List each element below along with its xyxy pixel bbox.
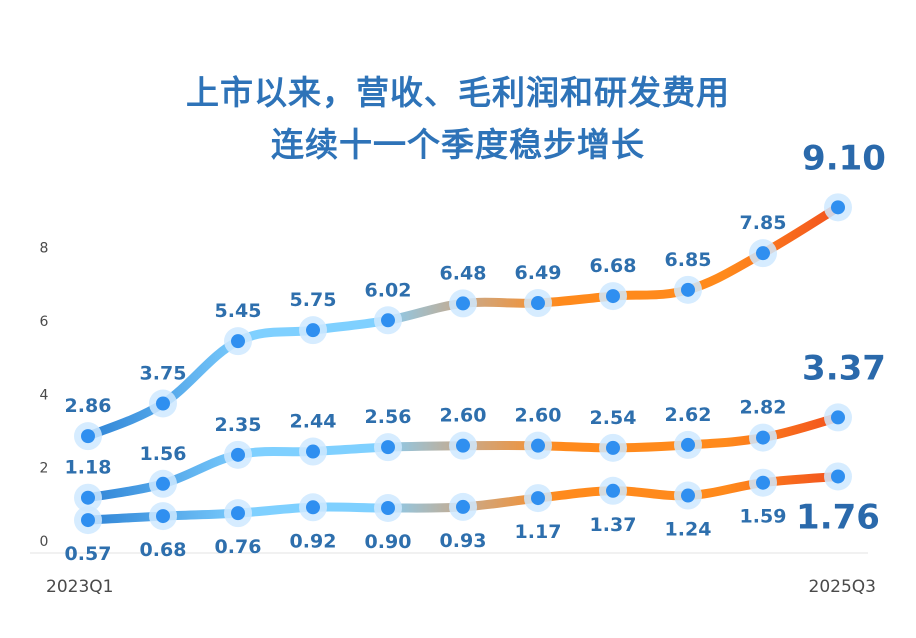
data-label: 0.76 bbox=[215, 536, 262, 558]
data-label: 0.93 bbox=[440, 530, 487, 552]
data-label: 1.56 bbox=[140, 443, 187, 465]
data-label: 5.45 bbox=[215, 300, 262, 322]
data-point bbox=[456, 296, 470, 311]
data-point bbox=[306, 323, 320, 338]
data-label: 0.68 bbox=[140, 539, 187, 561]
data-point bbox=[306, 500, 320, 515]
data-point bbox=[231, 506, 245, 521]
data-label: 2.62 bbox=[665, 404, 712, 426]
data-label: 6.48 bbox=[440, 262, 487, 284]
data-label: 6.68 bbox=[590, 255, 637, 277]
data-point bbox=[531, 491, 545, 506]
x-tick-label: 2023Q1 bbox=[46, 577, 113, 597]
series-data-labels: 2.86 3.75 5.45 5.75 6.02 6.48 6.49 6.68 6.85 7.85… bbox=[65, 138, 886, 565]
series-1-line bbox=[83, 202, 843, 441]
data-point bbox=[456, 499, 470, 514]
data-label: 9.10 bbox=[802, 138, 886, 178]
data-label: 2.35 bbox=[215, 414, 262, 436]
chart-title-line-2: 连续十一个季度稳步增长 bbox=[271, 125, 645, 164]
data-label: 1.18 bbox=[65, 457, 112, 479]
data-point bbox=[81, 429, 95, 444]
data-point bbox=[381, 440, 395, 455]
x-axis-ticks: 2023Q1 2025Q3 bbox=[46, 577, 876, 597]
series-points bbox=[74, 193, 852, 535]
data-point bbox=[831, 410, 845, 425]
data-label: 1.17 bbox=[515, 521, 562, 543]
data-point bbox=[756, 430, 770, 445]
data-label: 1.24 bbox=[665, 519, 712, 541]
y-tick-label: 0 bbox=[40, 534, 49, 550]
y-axis-ticks: 0 2 4 6 8 bbox=[40, 241, 49, 550]
data-label: 2.86 bbox=[65, 395, 112, 417]
data-point bbox=[606, 289, 620, 304]
data-label: 2.54 bbox=[590, 407, 637, 429]
data-point bbox=[681, 437, 695, 452]
data-point bbox=[681, 488, 695, 503]
y-tick-label: 8 bbox=[40, 241, 49, 257]
data-label: 0.92 bbox=[290, 530, 337, 552]
data-label: 1.76 bbox=[796, 497, 880, 537]
y-tick-label: 4 bbox=[40, 387, 49, 403]
chart-title-line-1: 上市以来，营收、毛利润和研发费用 bbox=[186, 73, 730, 112]
data-point bbox=[231, 447, 245, 462]
data-point bbox=[606, 440, 620, 455]
data-point bbox=[531, 438, 545, 453]
data-label: 6.02 bbox=[365, 279, 412, 301]
data-point bbox=[381, 313, 395, 328]
data-label: 3.75 bbox=[140, 363, 187, 385]
data-point bbox=[156, 476, 170, 491]
y-tick-label: 2 bbox=[40, 461, 49, 477]
data-point bbox=[231, 334, 245, 349]
data-label: 1.59 bbox=[740, 506, 787, 528]
data-label: 7.85 bbox=[740, 212, 787, 234]
data-point bbox=[81, 490, 95, 505]
data-point bbox=[681, 282, 695, 297]
data-point bbox=[156, 509, 170, 524]
series-lines bbox=[83, 202, 843, 525]
data-point bbox=[756, 475, 770, 490]
data-label: 0.90 bbox=[365, 531, 412, 553]
data-point bbox=[606, 483, 620, 498]
data-label: 6.49 bbox=[515, 262, 562, 284]
data-point bbox=[381, 501, 395, 515]
data-point bbox=[81, 513, 95, 528]
data-label: 3.37 bbox=[802, 348, 886, 388]
data-point bbox=[756, 246, 770, 261]
y-tick-label: 6 bbox=[40, 314, 49, 330]
data-label: 2.60 bbox=[440, 405, 487, 427]
data-label: 2.44 bbox=[290, 411, 337, 433]
data-point bbox=[156, 396, 170, 411]
data-point bbox=[306, 444, 320, 459]
data-point bbox=[456, 438, 470, 453]
data-label: 2.56 bbox=[365, 406, 412, 428]
data-label: 0.57 bbox=[65, 543, 112, 565]
data-label: 1.37 bbox=[590, 514, 637, 536]
x-tick-label: 2025Q3 bbox=[809, 577, 876, 597]
data-point bbox=[831, 469, 845, 484]
data-point bbox=[531, 296, 545, 311]
data-label: 2.82 bbox=[740, 397, 787, 419]
data-label: 6.85 bbox=[665, 249, 712, 271]
data-point bbox=[831, 200, 845, 215]
data-label: 5.75 bbox=[290, 289, 337, 311]
data-label: 2.60 bbox=[515, 405, 562, 427]
